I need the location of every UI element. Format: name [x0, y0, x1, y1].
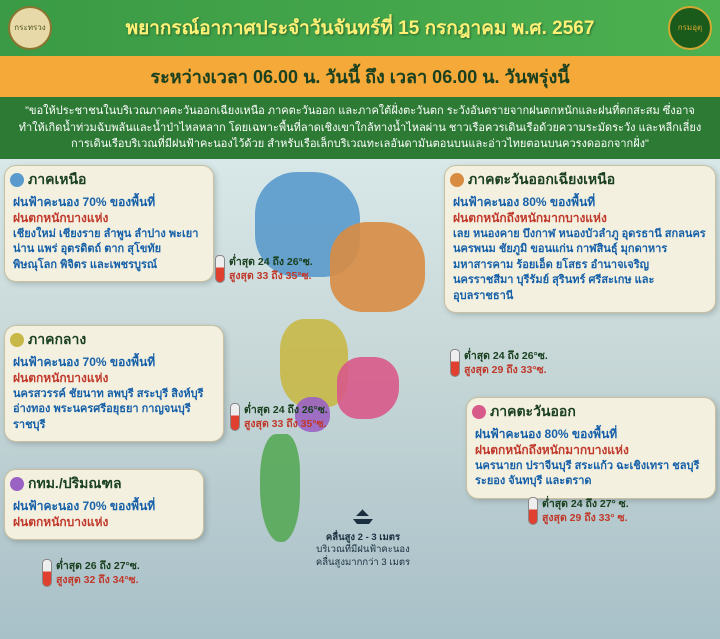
temp-bkk: ต่ำสุด 26 ถึง 27°ซ. สูงสุด 32 ถึง 34°ซ. — [42, 559, 140, 587]
temp-low: ต่ำสุด 26 ถึง 27°ซ. — [56, 559, 140, 573]
heavy-east: ฝนตกหนักถึงหนักมากบางแห่ง — [475, 442, 707, 459]
dot-east — [472, 405, 486, 419]
thermometer-icon — [215, 255, 225, 283]
boat-icon — [351, 507, 375, 525]
wave-line2: บริเวณที่มีฝนฟ้าคะนอง — [288, 544, 438, 556]
rain-east: ฝนฟ้าคะนอง 80% ของพื้นที่ — [475, 426, 707, 443]
dot-central — [10, 333, 24, 347]
rain-central: ฝนฟ้าคะนอง 70% ของพื้นที่ — [13, 354, 215, 371]
temp-east: ต่ำสุด 24 ถึง 27° ซ. สูงสุด 29 ถึง 33° ซ… — [528, 497, 629, 525]
temp-ne: ต่ำสุด 24 ถึง 26°ซ. สูงสุด 29 ถึง 33°ซ. — [450, 349, 548, 377]
bubble-east: ภาคตะวันออก ฝนฟ้าคะนอง 80% ของพื้นที่ ฝน… — [466, 397, 716, 499]
prov-north: เชียงใหม่ เชียงราย ลำพูน ลำปาง พะเยา น่า… — [13, 227, 205, 273]
temp-high: สูงสุด 32 ถึง 34°ซ. — [56, 573, 140, 587]
page-title: พยากรณ์อากาศประจำวันจันทร์ที่ 15 กรกฎาคม… — [126, 13, 595, 43]
wave-line3: คลื่นสูงมากกว่า 3 เมตร — [288, 557, 438, 569]
temp-high: สูงสุด 33 ถึง 35°ซ. — [244, 417, 328, 431]
temp-low: ต่ำสุด 24 ถึง 26°ซ. — [229, 255, 313, 269]
thailand-map — [225, 164, 425, 544]
dot-north — [10, 173, 24, 187]
map-east — [337, 357, 399, 419]
thermometer-icon — [528, 497, 538, 525]
time-band: ระหว่างเวลา 06.00 น. วันนี้ ถึง เวลา 06.… — [0, 56, 720, 97]
heavy-central: ฝนตกหนักบางแห่ง — [13, 370, 215, 387]
thermometer-icon — [42, 559, 52, 587]
heavy-bkk: ฝนตกหนักบางแห่ง — [13, 514, 195, 531]
temp-north: ต่ำสุด 24 ถึง 26°ซ. สูงสุด 33 ถึง 35°ซ. — [215, 255, 313, 283]
title-bkk: กทม./ปริมณฑล — [28, 473, 122, 495]
thermometer-icon — [230, 403, 240, 431]
prov-east: นครนายก ปราจีนบุรี สระแก้ว ฉะเชิงเทรา ชล… — [475, 459, 707, 490]
title-north: ภาคเหนือ — [28, 169, 86, 191]
heavy-north: ฝนตกหนักบางแห่ง — [13, 210, 205, 227]
rain-ne: ฝนฟ้าคะนอง 80% ของพื้นที่ — [453, 194, 707, 211]
ministry-logo: กระทรวง — [8, 6, 52, 50]
map-northeast — [330, 222, 425, 312]
temp-low: ต่ำสุด 24 ถึง 27° ซ. — [542, 497, 629, 511]
title-central: ภาคกลาง — [28, 329, 86, 351]
temp-high: สูงสุด 33 ถึง 35°ซ. — [229, 269, 313, 283]
thermometer-icon — [450, 349, 460, 377]
wave-info: คลื่นสูง 2 - 3 เมตร บริเวณที่มีฝนฟ้าคะนอ… — [288, 507, 438, 569]
bubble-bkk: กทม./ปริมณฑล ฝนฟ้าคะนอง 70% ของพื้นที่ ฝ… — [4, 469, 204, 541]
temp-central: ต่ำสุด 24 ถึง 26°ซ. สูงสุด 33 ถึง 35°ซ. — [230, 403, 328, 431]
content-area: ภาคเหนือ ฝนฟ้าคะนอง 70% ของพื้นที่ ฝนตกห… — [0, 159, 720, 639]
prov-ne: เลย หนองคาย บึงกาฬ หนองบัวลำภู อุดรธานี … — [453, 227, 707, 304]
dot-ne — [450, 173, 464, 187]
prov-central: นครสวรรค์ ชัยนาท ลพบุรี สระบุรี สิงห์บุร… — [13, 387, 215, 433]
bubble-north: ภาคเหนือ ฝนฟ้าคะนอง 70% ของพื้นที่ ฝนตกห… — [4, 165, 214, 283]
dot-bkk — [10, 477, 24, 491]
wave-line1: คลื่นสูง 2 - 3 เมตร — [326, 532, 400, 543]
rain-north: ฝนฟ้าคะนอง 70% ของพื้นที่ — [13, 194, 205, 211]
warning-text: "ขอให้ประชาชนในบริเวณภาคตะวันออกเฉียงเหน… — [0, 97, 720, 159]
tmd-logo: กรมอุตุ — [668, 6, 712, 50]
rain-bkk: ฝนฟ้าคะนอง 70% ของพื้นที่ — [13, 498, 195, 515]
title-east: ภาคตะวันออก — [490, 401, 576, 423]
bubble-central: ภาคกลาง ฝนฟ้าคะนอง 70% ของพื้นที่ ฝนตกหน… — [4, 325, 224, 443]
bubble-northeast: ภาคตะวันออกเฉียงเหนือ ฝนฟ้าคะนอง 80% ของ… — [444, 165, 716, 314]
title-ne: ภาคตะวันออกเฉียงเหนือ — [468, 169, 615, 191]
header: กระทรวง พยากรณ์อากาศประจำวันจันทร์ที่ 15… — [0, 0, 720, 56]
temp-low: ต่ำสุด 24 ถึง 26°ซ. — [244, 403, 328, 417]
temp-low: ต่ำสุด 24 ถึง 26°ซ. — [464, 349, 548, 363]
temp-high: สูงสุด 29 ถึง 33°ซ. — [464, 363, 548, 377]
heavy-ne: ฝนตกหนักถึงหนักมากบางแห่ง — [453, 210, 707, 227]
temp-high: สูงสุด 29 ถึง 33° ซ. — [542, 511, 629, 525]
